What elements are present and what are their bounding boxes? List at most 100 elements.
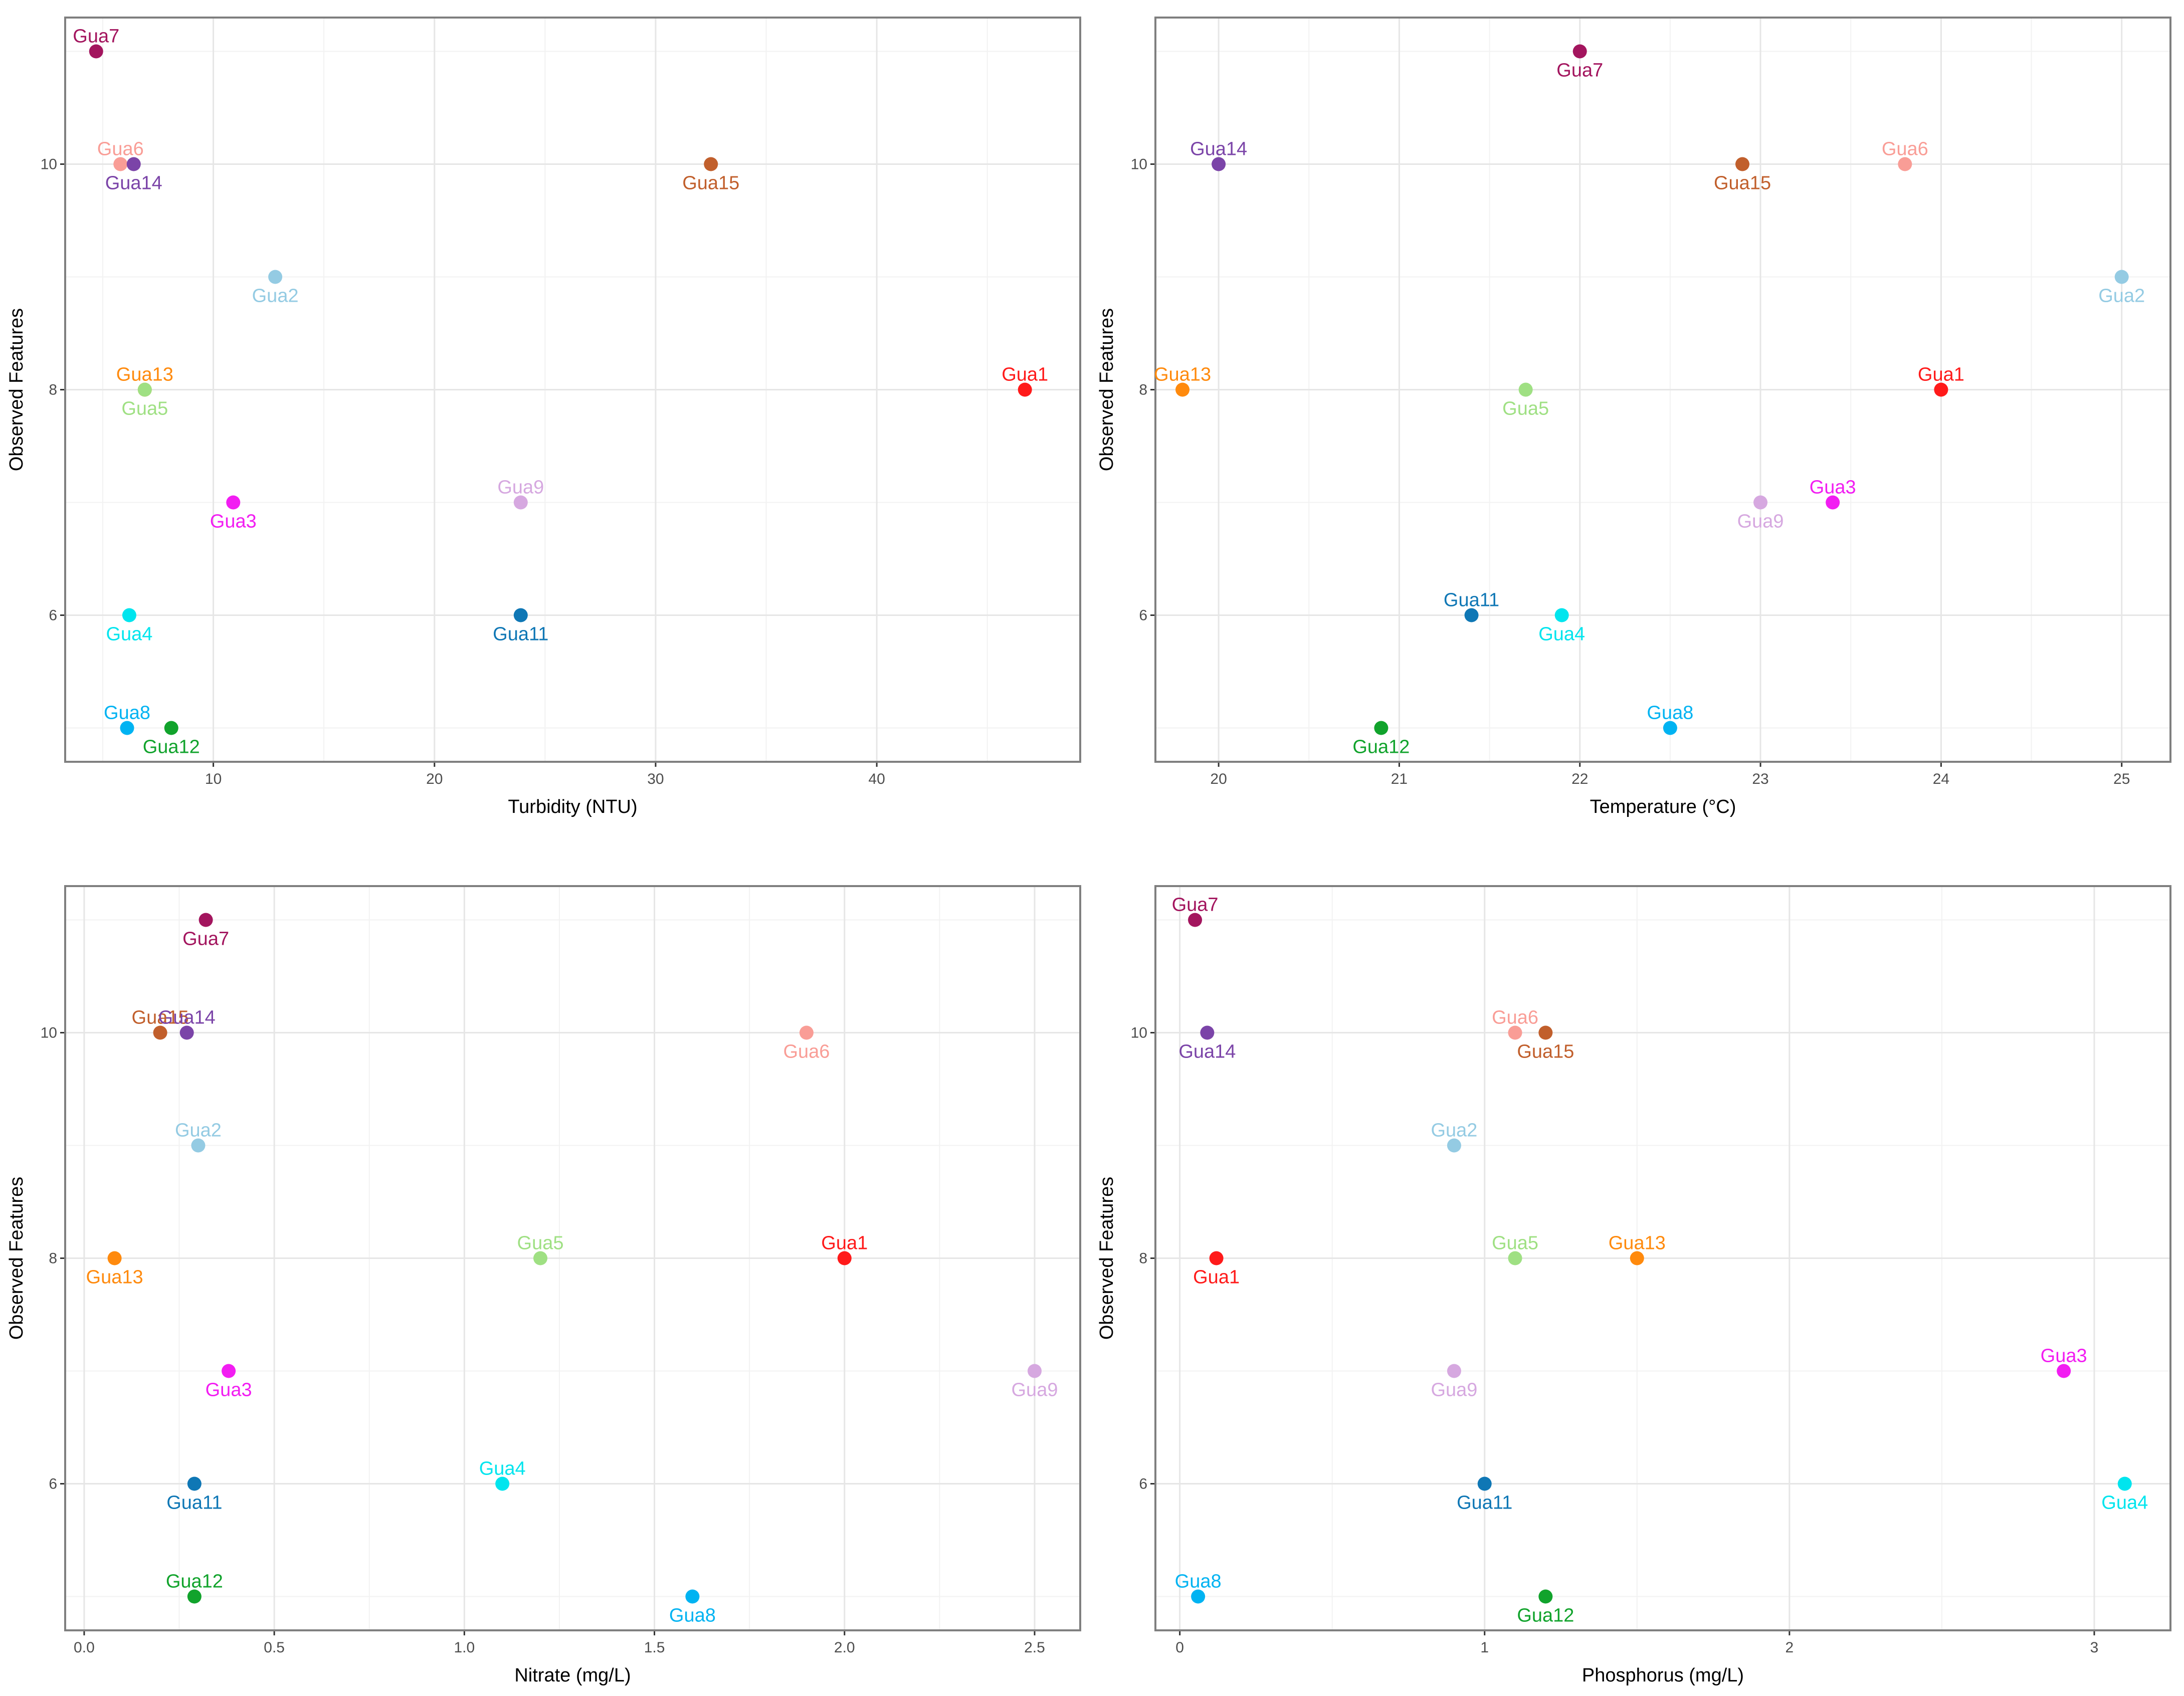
temperature-x-tick-label: 22	[1571, 771, 1588, 787]
temperature-x-tick-label: 23	[1752, 771, 1768, 787]
turbidity-point-gua6	[113, 157, 128, 171]
phosphorus-y-axis-title: Observed Features	[1096, 1177, 1117, 1340]
nitrate-point-label-gua11: Gua11	[166, 1493, 222, 1514]
phosphorus-y-tick-label: 8	[1139, 1250, 1147, 1267]
phosphorus-point-label-gua15: Gua15	[1517, 1041, 1574, 1063]
turbidity-point-gua14	[126, 157, 141, 171]
phosphorus-point-gua13	[1630, 1251, 1644, 1265]
turbidity-point-gua2	[268, 270, 283, 284]
temperature-point-gua2	[2114, 270, 2129, 284]
temperature-panel-border	[1154, 17, 2171, 763]
turbidity-x-tick-label: 30	[647, 771, 664, 787]
nitrate-point-label-gua3: Gua3	[206, 1380, 252, 1401]
phosphorus-point-gua1	[1209, 1251, 1224, 1265]
turbidity-point-label-gua1: Gua1	[1002, 364, 1048, 385]
turbidity-x-tick-label: 10	[205, 771, 222, 787]
phosphorus-panel: 0 1 2 3 6 8 10 Phosphorus (mg/L) Observed Featur…	[1096, 885, 2171, 1686]
phosphorus-point-gua12	[1538, 1589, 1553, 1604]
nitrate-point-gua3	[222, 1364, 236, 1378]
turbidity-panel-border	[64, 17, 1081, 763]
phosphorus-point-gua4	[2117, 1476, 2132, 1491]
turbidity-x-tick-label: 20	[426, 771, 443, 787]
temperature-point-label-gua5: Gua5	[1502, 398, 1549, 419]
nitrate-point-gua4	[495, 1476, 510, 1491]
phosphorus-point-gua3	[2057, 1364, 2071, 1378]
turbidity-point-gua12	[164, 721, 178, 735]
temperature-y-tick-label: 6	[1139, 607, 1147, 624]
nitrate-y-axis-title: Observed Features	[6, 1177, 27, 1340]
temperature-x-tick-label: 20	[1210, 771, 1227, 787]
turbidity-x-tick-label: 40	[868, 771, 885, 787]
phosphorus-point-label-gua12: Gua12	[1517, 1605, 1574, 1626]
nitrate-panel: 0.0 0.5 1.0 1.5 2.0 2.5 6 8 10 Nitrate (mg/L) Obse…	[6, 885, 1081, 1686]
phosphorus-panel-border	[1154, 885, 2171, 1631]
turbidity-point-label-gua4: Gua4	[106, 624, 152, 645]
turbidity-point-label-gua15: Gua15	[682, 173, 739, 194]
nitrate-point-gua8	[685, 1589, 700, 1604]
turbidity-point-label-gua8: Gua8	[104, 703, 150, 724]
temperature-point-label-gua13: Gua13	[1154, 364, 1211, 385]
temperature-point-label-gua6: Gua6	[1882, 139, 1928, 160]
temperature-point-gua6	[1898, 157, 1912, 171]
temperature-point-label-gua1: Gua1	[1918, 364, 1964, 385]
turbidity-point-gua8	[120, 721, 134, 735]
turbidity-point-gua3	[226, 495, 241, 510]
turbidity-point-label-gua6: Gua6	[97, 139, 144, 160]
phosphorus-point-gua5	[1508, 1251, 1522, 1265]
turbidity-point-label-gua3: Gua3	[210, 511, 257, 532]
nitrate-point-gua2	[191, 1138, 206, 1153]
nitrate-x-tick-label: 2.5	[1024, 1639, 1045, 1656]
phosphorus-point-gua7	[1188, 913, 1203, 927]
nitrate-point-gua9	[1027, 1364, 1042, 1378]
turbidity-point-gua7	[89, 44, 103, 59]
temperature-point-gua14	[1212, 157, 1226, 171]
turbidity-panel: 10 20 30 40 6 8 10 Turbidity (NTU) Observed Feat…	[6, 17, 1081, 817]
turbidity-point-label-gua7: Gua7	[73, 26, 119, 47]
phosphorus-x-tick-label: 0	[1175, 1639, 1184, 1656]
turbidity-point-gua5	[137, 382, 152, 397]
temperature-point-gua8	[1663, 721, 1677, 735]
phosphorus-y-tick-label: 6	[1139, 1476, 1147, 1493]
nitrate-panel-border	[64, 885, 1081, 1631]
phosphorus-point-gua2	[1447, 1138, 1461, 1153]
nitrate-point-label-gua5: Gua5	[517, 1233, 564, 1254]
nitrate-point-gua6	[799, 1025, 814, 1040]
phosphorus-y-tick-label: 10	[1131, 1025, 1147, 1041]
nitrate-x-tick-label: 1.5	[644, 1639, 665, 1656]
temperature-y-tick-label: 8	[1139, 382, 1147, 398]
nitrate-point-gua15	[153, 1025, 167, 1040]
turbidity-y-tick-label: 8	[49, 382, 57, 398]
phosphorus-point-label-gua2: Gua2	[1431, 1120, 1477, 1141]
phosphorus-point-label-gua6: Gua6	[1492, 1007, 1538, 1028]
phosphorus-point-label-gua1: Gua1	[1193, 1267, 1240, 1288]
phosphorus-point-gua14	[1200, 1025, 1215, 1040]
nitrate-point-gua12	[187, 1589, 202, 1604]
nitrate-point-gua11	[187, 1476, 202, 1491]
nitrate-point-label-gua14: Gua14	[158, 1007, 216, 1028]
temperature-point-label-gua14: Gua14	[1190, 139, 1247, 160]
nitrate-y-tick-label: 8	[49, 1250, 57, 1267]
turbidity-y-axis-title: Observed Features	[6, 308, 27, 471]
phosphorus-x-tick-label: 2	[1785, 1639, 1794, 1656]
phosphorus-point-gua11	[1477, 1476, 1492, 1491]
turbidity-point-gua11	[513, 608, 528, 622]
phosphorus-point-label-gua9: Gua9	[1431, 1380, 1477, 1401]
phosphorus-point-label-gua13: Gua13	[1609, 1233, 1666, 1254]
nitrate-point-label-gua13: Gua13	[86, 1267, 143, 1288]
temperature-point-gua3	[1826, 495, 1840, 510]
temperature-x-tick-label: 21	[1391, 771, 1408, 787]
nitrate-point-label-gua8: Gua8	[669, 1605, 716, 1626]
turbidity-point-label-gua14: Gua14	[105, 173, 162, 194]
turbidity-x-axis-title: Turbidity (NTU)	[508, 796, 637, 817]
temperature-point-label-gua4: Gua4	[1538, 624, 1585, 645]
nitrate-x-axis-title: Nitrate (mg/L)	[514, 1665, 631, 1686]
nitrate-y-tick-label: 10	[41, 1025, 57, 1041]
nitrate-point-gua7	[198, 913, 213, 927]
turbidity-point-label-gua11: Gua11	[493, 624, 548, 645]
phosphorus-point-gua8	[1191, 1589, 1206, 1604]
temperature-point-gua13	[1175, 382, 1190, 397]
temperature-point-gua11	[1464, 608, 1479, 622]
temperature-panel: 20 21 22 23 24 25 6 8 10 Temperature (°C) Observed…	[1096, 17, 2171, 817]
nitrate-x-tick-label: 2.0	[834, 1639, 855, 1656]
nitrate-x-tick-label: 1.0	[454, 1639, 475, 1656]
